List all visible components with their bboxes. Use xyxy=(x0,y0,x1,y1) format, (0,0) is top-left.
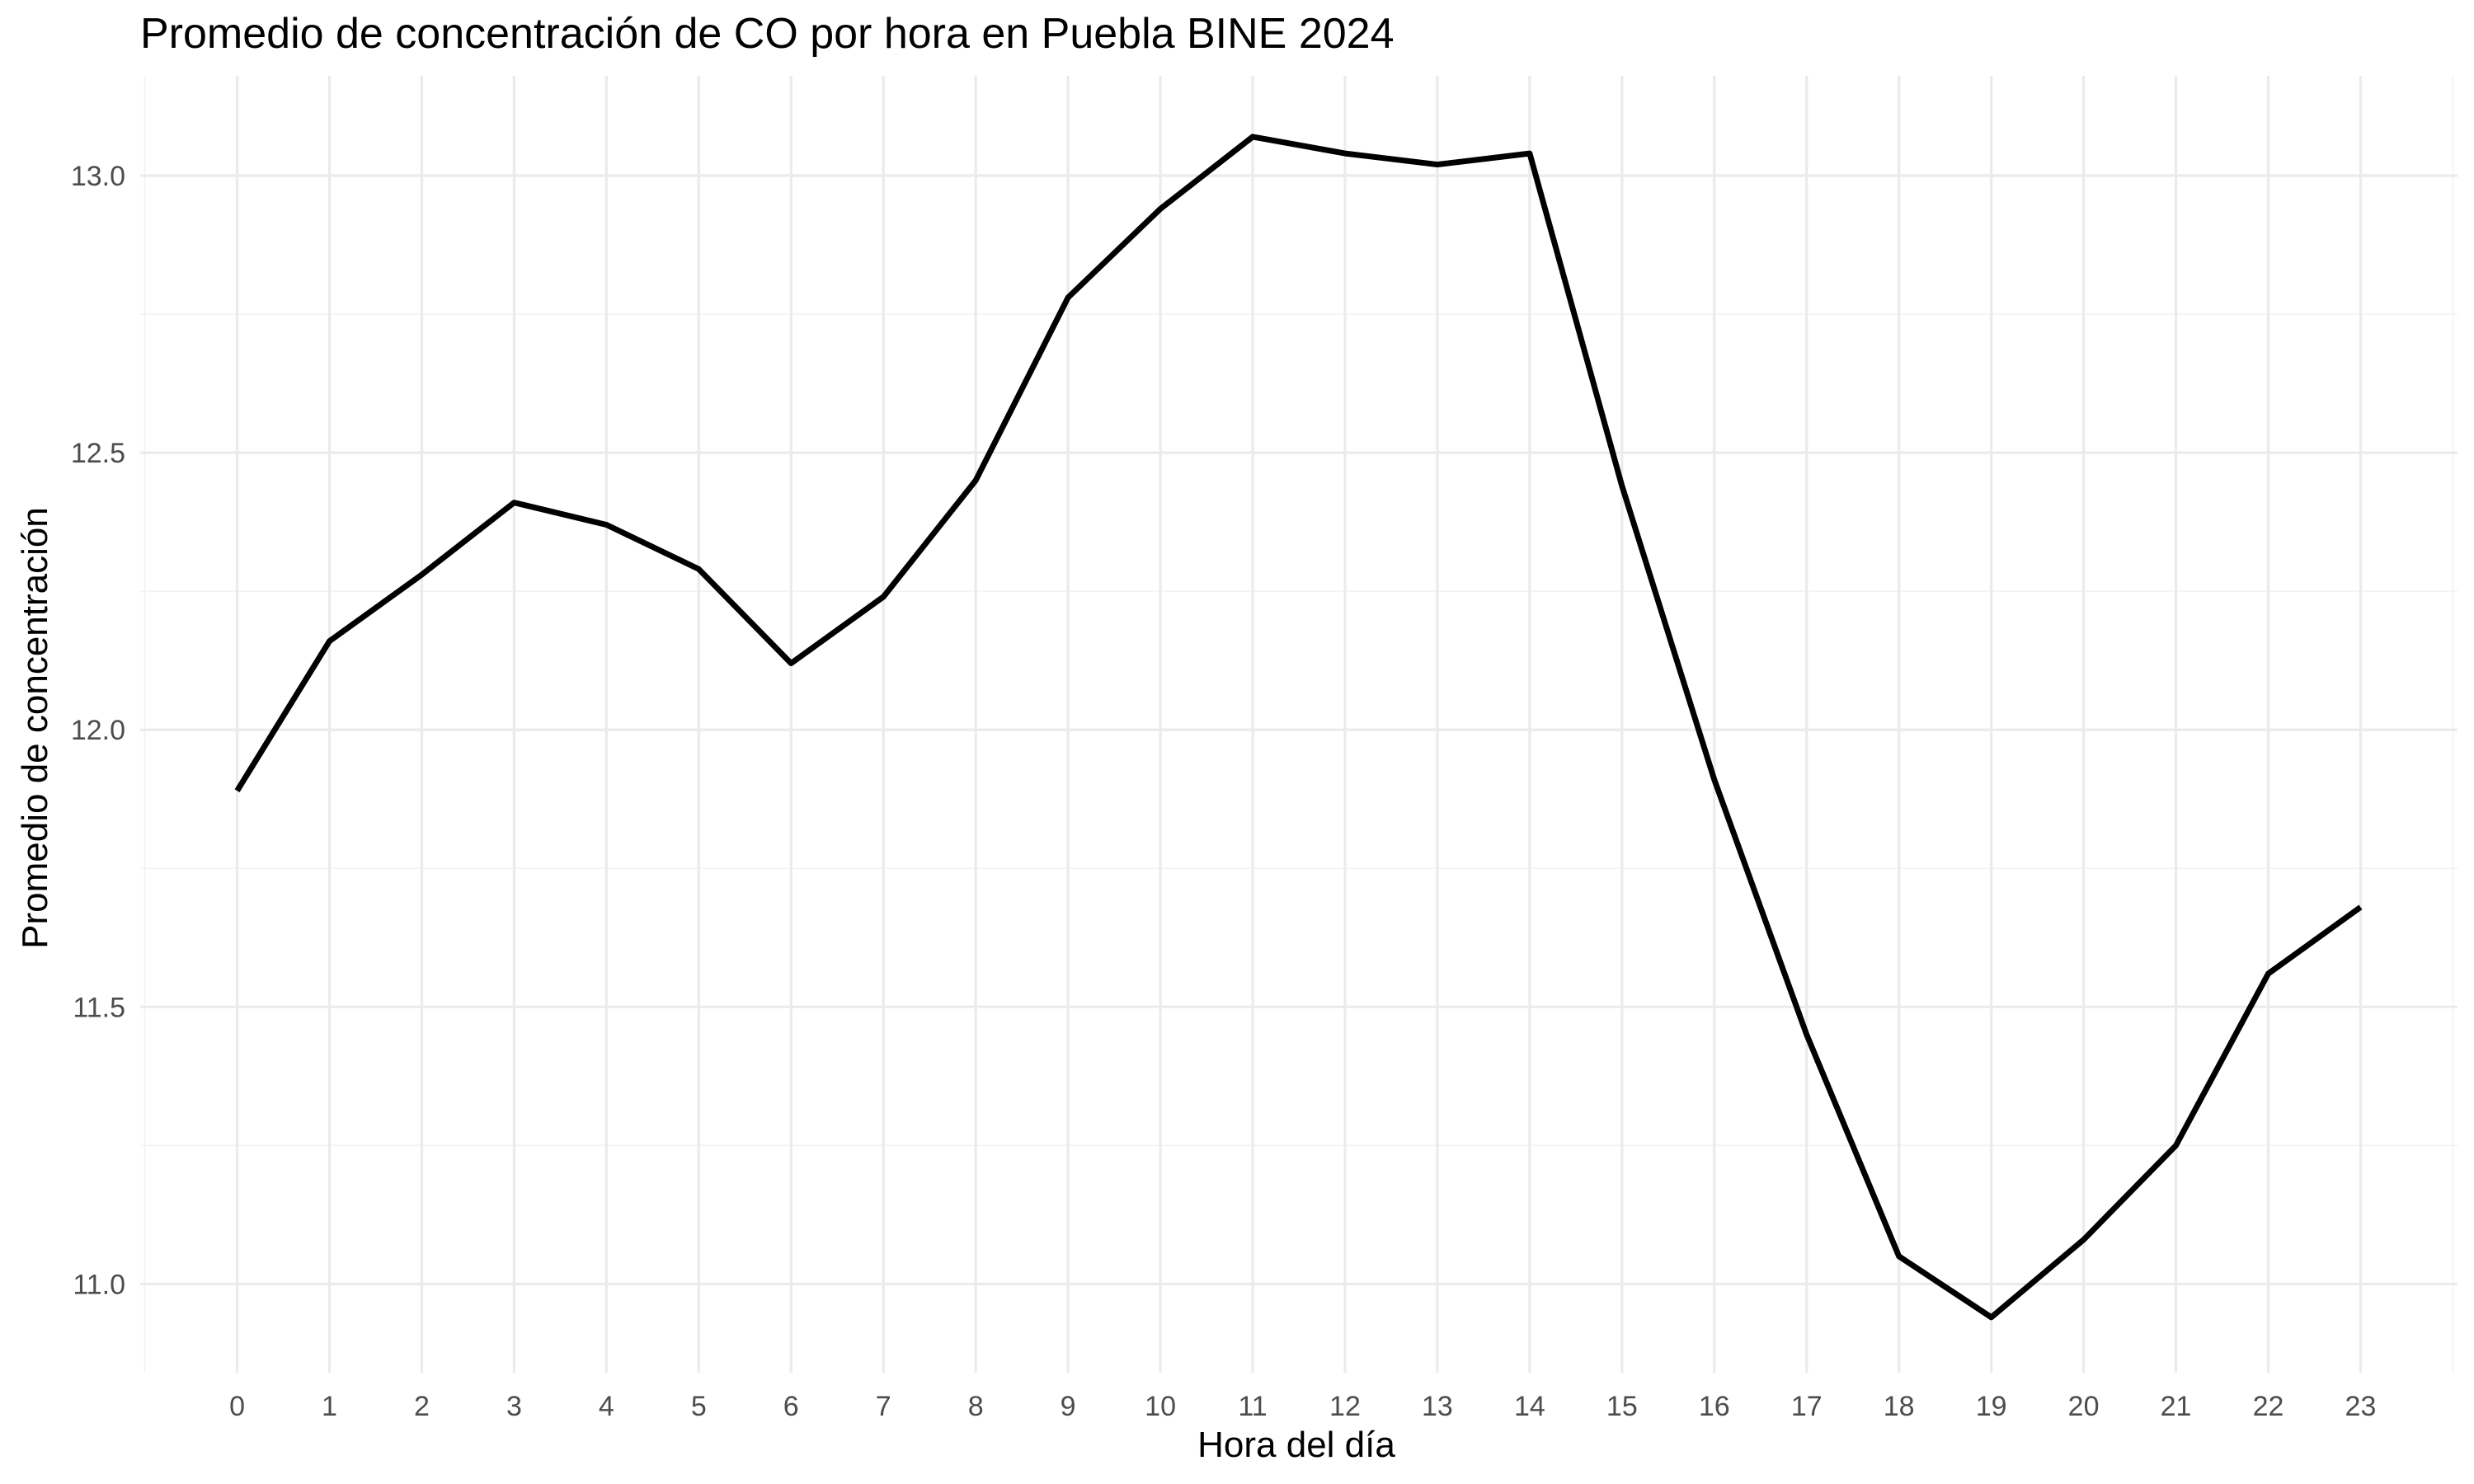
chart-title: Promedio de concentración de CO por hora… xyxy=(140,10,1395,58)
x-tick-label: 21 xyxy=(2161,1391,2192,1422)
x-tick-label: 20 xyxy=(2068,1391,2100,1422)
series-layer xyxy=(234,134,2363,1321)
x-tick-label: 22 xyxy=(2253,1391,2284,1422)
x-tick-labels: 0 1 2 3 4 5 6 7 8 9 10 11 12 13 14 15 16 17 18 19 20 21 22 23 xyxy=(229,1391,2376,1422)
x-tick-label: 13 xyxy=(1422,1391,1453,1422)
x-tick-label: 3 xyxy=(506,1391,522,1422)
x-tick-label: 23 xyxy=(2345,1391,2377,1422)
x-tick-label: 11 xyxy=(1238,1391,1267,1422)
x-tick-label: 0 xyxy=(229,1391,245,1422)
x-axis-title: Hora del día xyxy=(1197,1425,1395,1465)
x-tick-label: 12 xyxy=(1329,1391,1361,1422)
y-axis-title: Promedio de concentración xyxy=(15,507,55,949)
y-tick-label: 12.0 xyxy=(71,715,125,746)
y-tick-label: 12.5 xyxy=(71,438,125,469)
x-tick-label: 4 xyxy=(599,1391,614,1422)
minor-gridlines xyxy=(140,76,2458,1373)
x-tick-label: 18 xyxy=(1884,1391,1915,1422)
x-tick-label: 19 xyxy=(1976,1391,2007,1422)
x-tick-label: 14 xyxy=(1514,1391,1545,1422)
x-tick-label: 1 xyxy=(322,1391,337,1422)
x-tick-label: 9 xyxy=(1061,1391,1076,1422)
major-gridlines xyxy=(140,76,2458,1373)
x-tick-label: 6 xyxy=(783,1391,799,1422)
x-tick-label: 15 xyxy=(1606,1391,1638,1422)
y-tick-label: 13.0 xyxy=(71,161,125,192)
x-tick-label: 10 xyxy=(1145,1391,1176,1422)
x-tick-label: 7 xyxy=(876,1391,891,1422)
x-tick-label: 16 xyxy=(1699,1391,1730,1422)
y-tick-labels: 11.0 11.5 12.0 12.5 13.0 xyxy=(71,161,125,1300)
x-tick-label: 17 xyxy=(1791,1391,1823,1422)
series-line xyxy=(234,134,2363,1321)
y-tick-label: 11.5 xyxy=(73,992,125,1023)
y-tick-label: 11.0 xyxy=(73,1269,125,1300)
x-tick-label: 5 xyxy=(691,1391,707,1422)
x-tick-label: 2 xyxy=(414,1391,430,1422)
x-tick-label: 8 xyxy=(968,1391,984,1422)
